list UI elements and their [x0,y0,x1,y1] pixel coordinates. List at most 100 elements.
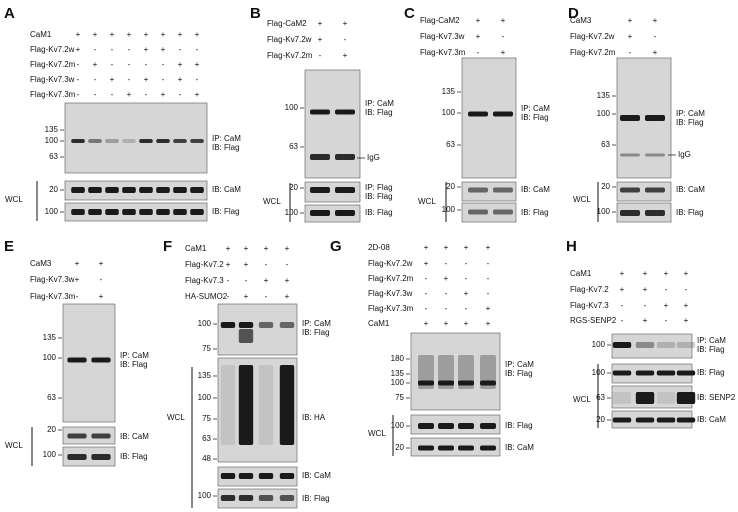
panel-letter: F [163,238,172,255]
band [645,187,665,193]
treatment-sign: - [196,45,199,54]
treatment-sign: - [425,304,428,313]
band [620,187,640,193]
treatment-sign: - [644,301,647,310]
band [612,342,632,348]
mw-marker: 100 [285,103,299,112]
treatment-sign: + [444,243,449,252]
treatment-sign: - [111,45,114,54]
band [468,187,488,193]
treatment-sign: - [94,90,97,99]
treatment-sign: - [487,289,490,298]
panel-letter: E [4,238,14,255]
band [258,495,274,501]
treatment-sign: + [464,243,469,252]
blot-label: IB: Flag [120,360,148,369]
band [156,187,170,193]
band [418,445,434,451]
mw-marker: 100 [45,207,59,216]
mw-marker: 100 [198,319,212,328]
treatment-sign: + [195,90,200,99]
treatment-label: Flag-Kv7.3m [30,292,76,301]
band [105,209,119,215]
band [310,109,330,115]
blot-label: IB: Flag [521,208,549,217]
treatment-sign: - [465,274,468,283]
treatment-label: HA-SUMO2 [185,292,228,301]
treatment-sign: + [424,243,429,252]
blot-image [304,204,361,223]
band [122,209,136,215]
mw-marker: 135 [43,333,57,342]
band [335,187,355,193]
band [645,115,665,121]
mw-marker: 48 [202,454,211,463]
band [612,370,632,376]
treatment-sign: + [161,45,166,54]
blot-image [304,69,361,179]
treatment-sign: + [476,16,481,25]
mw-marker: 20 [47,425,56,434]
band [656,370,676,376]
blot-image [410,332,501,411]
band [676,417,696,423]
band [156,209,170,215]
treatment-sign: + [501,16,506,25]
treatment-sign: + [264,276,269,285]
band [139,139,153,143]
wcl-label: WCL [5,441,23,450]
treatment-sign: + [653,16,658,25]
blot-label: IB: Flag [212,207,240,216]
band [279,495,295,501]
treatment-sign: + [684,316,689,325]
treatment-sign: + [501,48,506,57]
panel-letter: G [330,238,342,255]
treatment-sign: + [464,319,469,328]
band [418,380,434,386]
treatment-sign: + [226,244,231,253]
band [71,187,85,193]
band [335,109,355,115]
treatment-sign: + [75,275,80,284]
blot-label: IB: Flag [505,421,533,430]
mw-marker: 63 [446,140,455,149]
mw-marker: 135 [391,369,405,378]
treatment-sign: - [445,304,448,313]
treatment-label: Flag-Kv7.2w [368,259,413,268]
blot-label: IB: CaM [302,471,331,480]
treatment-sign: + [178,75,183,84]
blot-label: IP: CaM [120,351,149,360]
treatment-sign: - [425,289,428,298]
band [238,495,254,501]
mw-marker: 100 [391,421,405,430]
band [468,209,488,215]
band [91,454,111,460]
blot-label: IB: Flag [521,113,549,122]
treatment-sign: + [643,269,648,278]
treatment-sign: - [265,292,268,301]
treatment-sign: + [244,260,249,269]
treatment-sign: - [227,292,230,301]
treatment-sign: + [285,292,290,301]
treatment-label: Flag-Kv7.3w [30,275,75,284]
panel-letter: A [4,5,15,22]
band [620,115,640,121]
treatment-sign: - [465,259,468,268]
treatment-sign: - [227,276,230,285]
band [676,392,696,404]
band [139,209,153,215]
band [656,342,676,348]
treatment-sign: + [318,35,323,44]
treatment-sign: + [244,292,249,301]
treatment-sign: - [179,45,182,54]
band [238,365,254,445]
treatment-sign: - [286,260,289,269]
band [258,365,274,445]
treatment-sign: + [195,60,200,69]
treatment-sign: - [76,292,79,301]
wcl-label: WCL [263,197,281,206]
treatment-sign: - [94,45,97,54]
blot-label: IP: CaM [302,319,331,328]
treatment-sign: + [75,259,80,268]
mw-marker: 20 [395,443,404,452]
